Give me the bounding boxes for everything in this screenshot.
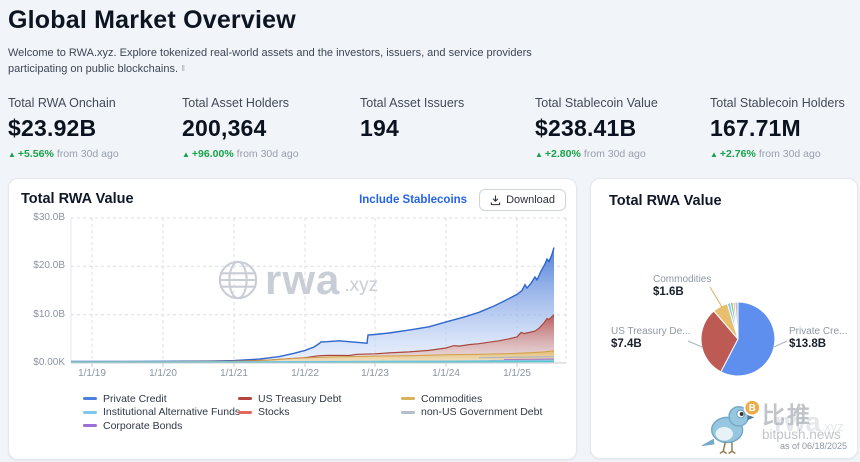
- x-tick: 1/1/21: [220, 368, 248, 379]
- stat-delta: ▲ +96.00% from 30d ago: [182, 148, 299, 160]
- download-button[interactable]: Download: [479, 189, 566, 211]
- line-non-us-gov: [478, 356, 555, 359]
- x-tick: 1/1/24: [432, 368, 460, 379]
- up-triangle-icon: ▲: [535, 150, 543, 159]
- subtitle-line2: public blockchains.: [85, 63, 179, 75]
- line-teal-baseline: [70, 360, 555, 363]
- area-us-treasury-stroke: [70, 314, 555, 363]
- total-rwa-value-chart-card: rwa .xyz Total RWA Value Include Stablec…: [8, 178, 577, 460]
- subtitle-line1: Welcome to RWA.xyz. Explore tokenized re…: [8, 47, 532, 75]
- legend-mark: [401, 397, 415, 400]
- download-label: Download: [506, 194, 555, 206]
- legend-column-3: Commodities non-US Government Debt: [401, 392, 542, 419]
- legend-item-commodities[interactable]: Commodities: [401, 392, 542, 405]
- page-title: Global Market Overview: [8, 6, 296, 34]
- pie-label-private-credit: Private Cre... $13.8B: [789, 326, 848, 350]
- legend-mark: [401, 410, 415, 414]
- area-us-treasury: [71, 314, 554, 363]
- page-subtitle: Welcome to RWA.xyz. Explore tokenized re…: [8, 46, 568, 77]
- area-series: [70, 247, 555, 363]
- stat-delta: ▲ +2.80% from 30d ago: [535, 148, 646, 160]
- legend-item-stocks[interactable]: Stocks: [238, 406, 341, 419]
- up-triangle-icon: ▲: [8, 150, 16, 159]
- rwa-value-area-chart[interactable]: [9, 179, 576, 441]
- x-tick: 1/1/20: [149, 368, 177, 379]
- legend-item-us-treasury-debt[interactable]: US Treasury Debt: [238, 392, 341, 405]
- legend-mark: [83, 397, 97, 400]
- stat-value: 194: [360, 115, 399, 141]
- legend-mark: [83, 424, 97, 427]
- stat-delta: ▲ +2.76% from 30d ago: [710, 148, 821, 160]
- line-corporate-bonds: [503, 358, 555, 361]
- stat-value: $23.92B: [8, 115, 97, 141]
- area-private-credit: [71, 247, 554, 363]
- pie-slice-private-credit[interactable]: [720, 301, 776, 377]
- stat-value: $238.41B: [535, 115, 637, 141]
- left-card-title: Total RWA Value: [21, 191, 134, 207]
- up-triangle-icon: ▲: [710, 150, 718, 159]
- legend-mark: [83, 410, 97, 414]
- legend-item-private-credit[interactable]: Private Credit: [83, 392, 240, 405]
- chart-controls: Include Stablecoins Download: [359, 189, 566, 211]
- x-axis-ticks: [91, 363, 518, 367]
- x-tick: 1/1/23: [361, 368, 389, 379]
- legend-item-institutional-alternative-funds[interactable]: Institutional Alternative Funds: [83, 406, 240, 419]
- x-tick: 1/1/22: [291, 368, 319, 379]
- stat-value: 200,364: [182, 115, 267, 141]
- stat-delta: [360, 148, 530, 160]
- footnote-icon: ⁝⁝: [181, 64, 185, 73]
- x-tick: 1/1/19: [78, 368, 106, 379]
- stat-total-stablecoin-holders: Total Stablecoin Holders 167.71M ▲ +2.76%…: [710, 96, 860, 160]
- download-icon: [490, 194, 501, 205]
- x-tick: 1/1/25: [503, 368, 531, 379]
- right-card-title: Total RWA Value: [609, 193, 722, 209]
- pie-label-us-treasury: US Treasury De... $7.4B: [611, 326, 691, 350]
- stat-delta: ▲ +5.56% from 30d ago: [8, 148, 119, 160]
- up-triangle-icon: ▲: [182, 150, 190, 159]
- pie-leader-lines: [687, 286, 788, 348]
- legend-column-2: US Treasury Debt Stocks: [238, 392, 341, 419]
- as-of-date: as of 06/18/2025: [779, 441, 847, 451]
- y-tick: $10.0B: [33, 309, 65, 320]
- stat-total-asset-issuers: Total Asset Issuers 194: [360, 96, 530, 160]
- stat-total-asset-holders: Total Asset Holders 200,364 ▲ +96.00% from…: [182, 96, 352, 160]
- rwa-value-pie-chart: [687, 286, 788, 377]
- area-private-credit-stroke: [71, 247, 555, 363]
- pie-label-commodities: Commodities $1.6B: [653, 274, 712, 298]
- stat-label: Total Asset Issuers: [360, 96, 465, 110]
- pie-slice-us-treasury[interactable]: [700, 310, 739, 373]
- legend-item-non-us-government-debt[interactable]: non-US Government Debt: [401, 406, 542, 419]
- legend-mark: [238, 397, 252, 400]
- stat-label: Total RWA Onchain: [8, 96, 116, 110]
- total-rwa-value-pie-card: rwa.xyz Total RWA Value Commodities $1.6…: [590, 178, 858, 459]
- stat-value: 167.71M: [710, 115, 801, 141]
- stat-label: Total Stablecoin Value: [535, 96, 658, 110]
- legend-mark: [238, 410, 252, 414]
- pie-slice-other-4[interactable]: [734, 301, 739, 340]
- stat-label: Total Stablecoin Holders: [710, 96, 845, 110]
- area-commodities-stroke: [70, 350, 555, 363]
- y-tick: $0.00K: [33, 357, 65, 368]
- legend-item-corporate-bonds[interactable]: Corporate Bonds: [83, 419, 240, 432]
- y-tick: $20.0B: [33, 260, 65, 271]
- stat-total-rwa-onchain: Total RWA Onchain $23.92B ▲ +5.56% from 30…: [8, 96, 178, 160]
- legend-column-1: Private Credit Institutional Alternative…: [83, 392, 240, 433]
- include-stablecoins-toggle[interactable]: Include Stablecoins: [359, 194, 468, 206]
- area-commodities: [71, 350, 554, 363]
- y-tick: $30.0B: [33, 212, 65, 223]
- stat-total-stablecoin-value: Total Stablecoin Value $238.41B ▲ +2.80% f…: [535, 96, 705, 160]
- stat-label: Total Asset Holders: [182, 96, 289, 110]
